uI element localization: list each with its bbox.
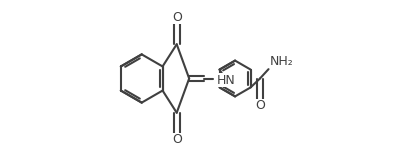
Text: NH₂: NH₂ [270, 55, 294, 68]
Text: HN: HN [217, 74, 236, 87]
Text: O: O [172, 11, 182, 24]
Text: O: O [255, 99, 265, 112]
Text: O: O [172, 133, 182, 146]
